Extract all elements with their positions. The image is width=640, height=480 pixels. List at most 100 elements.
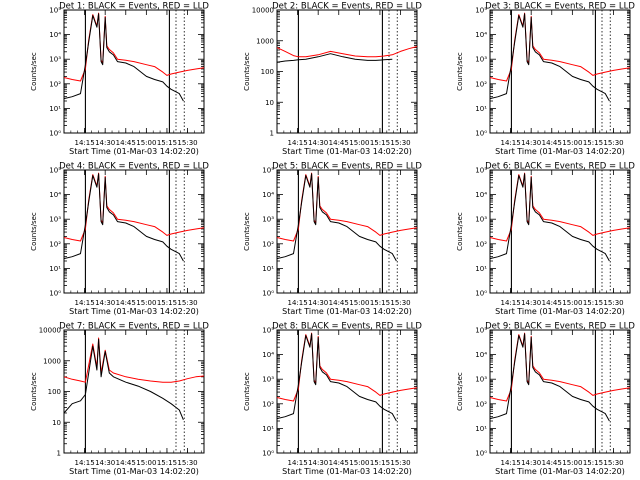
events-series-line	[276, 53, 393, 63]
y-tick-label: 10²	[262, 240, 274, 248]
plot-title: Det 1: BLACK = Events, RED = LLD	[59, 2, 209, 12]
x-tick-label: 14:45	[329, 299, 349, 307]
x-tick-label: 15:00	[136, 139, 156, 147]
x-tick-label: 14:15	[287, 459, 307, 467]
y-tick-label: 10¹	[49, 265, 61, 273]
plot-title: Det 2: BLACK = Events, RED = LLD	[272, 2, 422, 12]
plot-frame	[63, 169, 205, 294]
y-tick-label: 10⁰	[475, 290, 487, 298]
y-tick-label: 10⁴	[49, 31, 61, 39]
x-tick-label: 15:30	[390, 459, 410, 467]
x-tick-label: 14:30	[308, 299, 328, 307]
y-tick-label: 10	[52, 419, 61, 427]
y-tick-label: 10⁵	[262, 327, 274, 335]
y-tick-label: 10⁴	[475, 191, 487, 199]
y-tick-label: 10¹	[49, 105, 61, 113]
y-tick-label: 10⁴	[49, 191, 61, 199]
x-axis-label: Start Time (01-Mar-03 14:02:20)	[495, 307, 625, 316]
x-tick-label: 14:45	[542, 139, 562, 147]
detector-panel-7: 1 10 100 1000 10000 14:15 14:30 14:45 15:00 15:15…	[30, 322, 209, 477]
x-tick-label: 14:15	[287, 299, 307, 307]
plot-title: Det 5: BLACK = Events, RED = LLD	[272, 162, 422, 172]
lld-series-line	[63, 337, 205, 383]
events-series-line	[489, 13, 610, 102]
x-tick-label: 15:30	[177, 139, 197, 147]
y-tick-label: 1	[57, 450, 61, 458]
y-tick-label: 10⁰	[475, 130, 487, 138]
x-tick-label: 15:15	[370, 139, 390, 147]
plot-frame	[489, 329, 631, 454]
plot-title: Det 7: BLACK = Events, RED = LLD	[59, 322, 209, 332]
plot-frame	[489, 9, 631, 134]
y-axis-label: Counts/sec	[243, 52, 251, 91]
y-tick-label: 10⁰	[262, 450, 274, 458]
detector-panel-2: 1 10 100 1000 10000 14:15 14:30 14:45 15:00 15:15…	[243, 2, 422, 157]
plot-title: Det 9: BLACK = Events, RED = LLD	[485, 322, 635, 332]
x-axis-label: Start Time (01-Mar-03 14:02:20)	[69, 307, 199, 316]
x-tick-label: 15:00	[349, 299, 369, 307]
x-axis-label: Start Time (01-Mar-03 14:02:20)	[495, 467, 625, 476]
events-series-line	[489, 333, 610, 422]
x-tick-label: 15:00	[349, 459, 369, 467]
x-tick-label: 14:30	[521, 459, 541, 467]
y-tick-label: 10⁵	[262, 167, 274, 175]
plot-frame	[276, 329, 418, 454]
x-tick-label: 14:15	[287, 139, 307, 147]
y-tick-label: 10³	[262, 376, 274, 384]
y-tick-label: 10⁴	[475, 31, 487, 39]
x-axis-label: Start Time (01-Mar-03 14:02:20)	[495, 147, 625, 156]
x-tick-label: 15:30	[390, 299, 410, 307]
y-axis-label: Counts/sec	[243, 212, 251, 251]
y-tick-label: 10²	[475, 240, 487, 248]
y-tick-label: 10⁵	[475, 327, 487, 335]
x-tick-label: 15:15	[370, 299, 390, 307]
x-tick-label: 14:30	[308, 459, 328, 467]
y-tick-label: 1000	[43, 357, 61, 365]
y-tick-label: 10¹	[262, 425, 274, 433]
plot-title: Det 3: BLACK = Events, RED = LLD	[485, 2, 635, 12]
y-tick-label: 10²	[475, 80, 487, 88]
x-axis-label: Start Time (01-Mar-03 14:02:20)	[282, 467, 412, 476]
y-tick-label: 1000	[256, 37, 274, 45]
y-tick-label: 10⁵	[475, 167, 487, 175]
y-tick-label: 10³	[475, 56, 487, 64]
y-tick-label: 10⁰	[49, 290, 61, 298]
y-tick-label: 10¹	[262, 265, 274, 273]
y-axis-label: Counts/sec	[456, 212, 464, 251]
x-tick-label: 14:45	[116, 459, 136, 467]
events-series-line	[63, 13, 184, 102]
x-tick-label: 14:45	[542, 459, 562, 467]
x-axis-label: Start Time (01-Mar-03 14:02:20)	[282, 307, 412, 316]
events-series-line	[276, 333, 397, 422]
y-tick-label: 10⁵	[49, 167, 61, 175]
events-series-line	[276, 173, 397, 262]
plot-title: Det 8: BLACK = Events, RED = LLD	[272, 322, 422, 332]
x-axis-label: Start Time (01-Mar-03 14:02:20)	[69, 467, 199, 476]
x-tick-label: 15:15	[157, 299, 177, 307]
x-tick-label: 14:45	[329, 139, 349, 147]
x-tick-label: 15:30	[603, 139, 623, 147]
y-tick-label: 100	[48, 388, 61, 396]
x-tick-label: 15:00	[349, 139, 369, 147]
x-tick-label: 14:30	[521, 139, 541, 147]
x-tick-label: 14:15	[500, 139, 520, 147]
lld-series-line	[276, 46, 418, 58]
x-tick-label: 15:00	[136, 299, 156, 307]
y-tick-label: 10²	[262, 400, 274, 408]
y-tick-label: 10⁴	[262, 351, 274, 359]
y-axis-label: Counts/sec	[243, 372, 251, 411]
x-tick-label: 14:45	[542, 299, 562, 307]
x-tick-label: 14:45	[116, 299, 136, 307]
y-tick-label: 10¹	[475, 425, 487, 433]
y-tick-label: 100	[261, 68, 274, 76]
y-tick-label: 10³	[475, 216, 487, 224]
y-tick-label: 10²	[49, 240, 61, 248]
y-axis-label: Counts/sec	[456, 52, 464, 91]
y-tick-label: 10000	[39, 327, 61, 335]
